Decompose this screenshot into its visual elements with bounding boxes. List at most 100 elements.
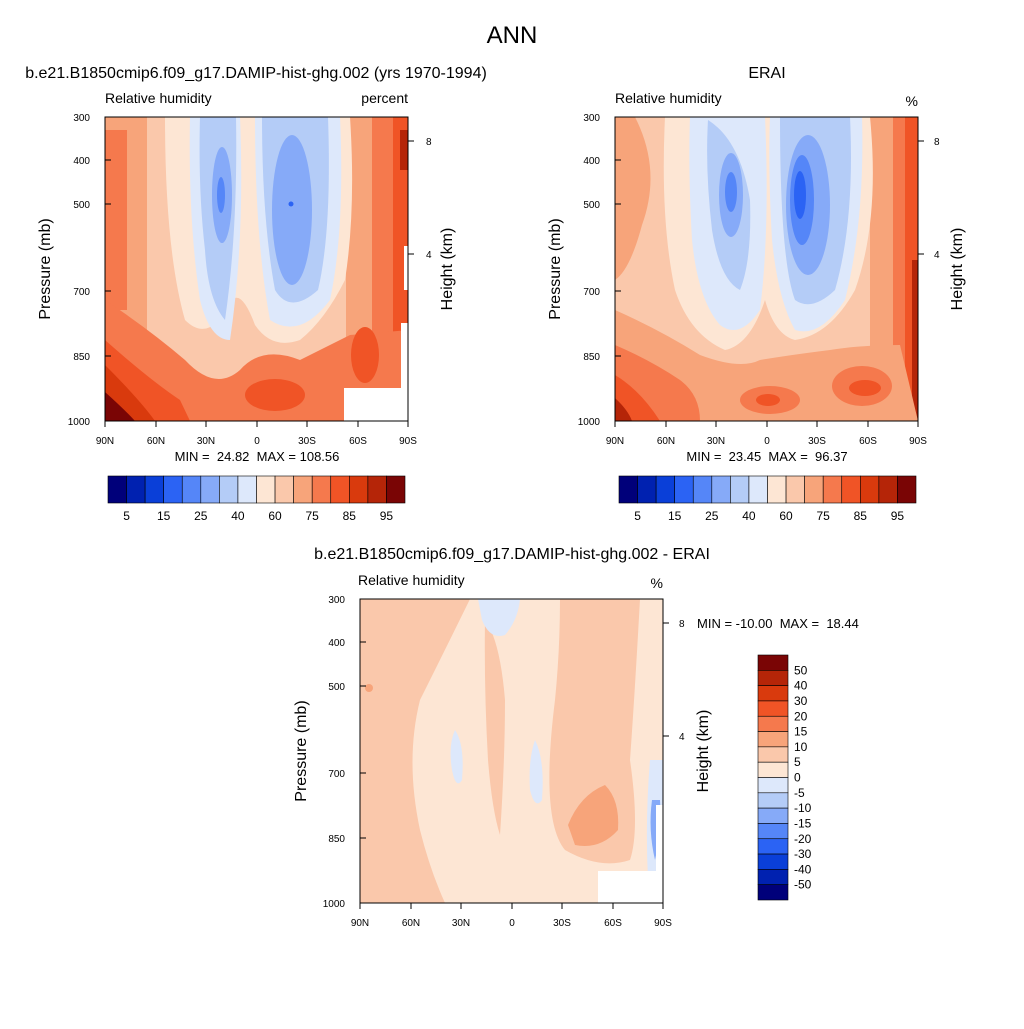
panel-model: b.e21.B1850cmip6.f09_g17.DAMIP-hist-ghg.…	[25, 65, 487, 523]
colorbar-label: 85	[854, 509, 868, 523]
latitude-tick-label: 30S	[553, 918, 571, 929]
missing-data-mask	[344, 388, 408, 421]
colorbar-label: 60	[779, 509, 793, 523]
latitude-tick-label: 90N	[606, 436, 624, 447]
pressure-tick-label: 850	[73, 352, 90, 363]
variable-label: Relative humidity	[358, 572, 465, 588]
level-5-sh	[549, 599, 640, 864]
pressure-axis: 300 400 500 700 850 1000	[68, 113, 111, 428]
contour-field	[360, 599, 663, 903]
colorbar-swatch	[757, 670, 789, 686]
colorbar-label: 40	[794, 679, 808, 693]
colorbar-label: 5	[794, 755, 801, 769]
level-75-left	[615, 117, 651, 280]
pressure-axis: 300 400 500 700 850 1000	[323, 595, 366, 910]
latitude-tick-label: 60S	[859, 436, 877, 447]
page-title: ANN	[487, 22, 538, 49]
level-5-nh	[360, 599, 470, 903]
colorbar-swatch	[757, 746, 789, 763]
level-15-sh	[288, 201, 294, 207]
level-25-sh	[272, 135, 312, 285]
latitude-tick-label: 60S	[604, 918, 622, 929]
colorbar-label: 40	[231, 509, 245, 523]
level-15-sh	[794, 171, 806, 219]
colorbar-swatch	[163, 475, 183, 504]
variable-label: Relative humidity	[105, 90, 212, 106]
pressure-axis-title: Pressure (mb)	[37, 218, 54, 319]
pressure-tick-label: 700	[328, 769, 345, 780]
panel-obs: ERAI Relative humidity %	[547, 65, 966, 523]
colorbar-swatch	[237, 475, 257, 504]
latitude-tick-label: 90S	[909, 436, 927, 447]
latitude-tick-label: 30N	[197, 436, 215, 447]
colorbar-label: 20	[794, 709, 808, 723]
pressure-tick-label: 500	[73, 200, 90, 211]
level-20-nh	[725, 172, 737, 212]
colorbar-label: 75	[306, 509, 320, 523]
height-axis-title: Height (km)	[695, 710, 712, 793]
colorbar-swatch	[757, 823, 789, 840]
colorbar-swatch	[748, 475, 768, 504]
colorbar-swatch	[757, 838, 789, 855]
height-tick-label: 8	[426, 137, 432, 148]
units-label: percent	[361, 90, 408, 106]
level-neg5-mid	[450, 730, 463, 784]
colorbar-swatch	[386, 475, 406, 504]
colorbar-label: 30	[794, 694, 808, 708]
colorbar-swatch	[767, 475, 787, 504]
missing-data-mask-edge-2	[404, 246, 408, 290]
min-max-readout: MIN = 24.82 MAX = 108.56	[175, 449, 340, 464]
colorbar-swatch	[878, 475, 898, 504]
latitude-axis: 90N 60N 30N 0 30S 60S 90S	[96, 421, 417, 447]
contour-field	[615, 117, 918, 421]
pressure-tick-label: 700	[583, 287, 600, 298]
colorbar-swatch	[126, 475, 146, 504]
colorbar-swatch	[200, 475, 220, 504]
colorbar-swatch	[311, 475, 332, 504]
colorbar-swatch	[367, 475, 387, 504]
latitude-tick-label: 90S	[399, 436, 417, 447]
level-90-right	[400, 130, 408, 170]
pressure-tick-label: 400	[328, 638, 345, 649]
colorbar-swatch	[757, 807, 789, 824]
pressure-tick-label: 850	[328, 834, 345, 845]
colorbar-label: 15	[668, 509, 682, 523]
pressure-tick-label: 1000	[323, 899, 346, 910]
colorbar-swatch	[144, 475, 164, 504]
colorbar-swatch	[330, 475, 350, 504]
colorbar-label: 25	[194, 509, 208, 523]
latitude-tick-label: 90N	[96, 436, 114, 447]
height-axis: 8 4	[918, 137, 940, 261]
min-max-readout: MIN = -10.00 MAX = 18.44	[697, 616, 859, 631]
colorbar-swatch	[785, 475, 805, 504]
level-90-right	[912, 260, 918, 421]
min-max-readout: MIN = 23.45 MAX = 96.37	[686, 449, 847, 464]
pressure-tick-label: 1000	[578, 417, 601, 428]
colorbar-label: -5	[794, 786, 805, 800]
level-10-sh	[568, 785, 619, 846]
colorbar-label: 40	[742, 509, 756, 523]
level-85-surface	[105, 300, 408, 421]
pressure-axis-title: Pressure (mb)	[547, 218, 564, 319]
latitude-tick-label: 30S	[298, 436, 316, 447]
latitude-tick-label: 30S	[808, 436, 826, 447]
colorbar-swatch	[219, 475, 239, 504]
level-neg5-sh	[529, 740, 543, 804]
latitude-tick-label: 60N	[657, 436, 675, 447]
colorbar-swatch	[618, 475, 638, 504]
colorbar-swatch	[822, 475, 843, 504]
latitude-tick-label: 60N	[147, 436, 165, 447]
latitude-tick-label: 30N	[452, 918, 470, 929]
colorbar-swatch	[655, 475, 675, 504]
level-20-nh	[217, 177, 225, 213]
panel-title: b.e21.B1850cmip6.f09_g17.DAMIP-hist-ghg.…	[314, 546, 710, 563]
colorbar-swatch	[897, 475, 917, 504]
colorbar-label: -15	[794, 816, 812, 830]
colorbar-swatch	[256, 475, 276, 504]
height-axis: 8 4	[408, 137, 432, 261]
level-80-left	[105, 130, 127, 310]
latitude-tick-label: 0	[509, 918, 515, 929]
colorbar-label: 15	[794, 725, 808, 739]
missing-data-mask	[598, 871, 663, 903]
